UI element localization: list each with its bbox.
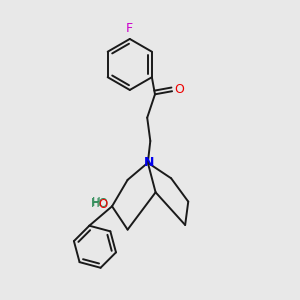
Text: H: H bbox=[92, 196, 100, 209]
Text: O: O bbox=[99, 198, 108, 211]
Text: N: N bbox=[144, 156, 154, 169]
Text: O: O bbox=[174, 83, 184, 96]
Text: HO: HO bbox=[91, 197, 109, 210]
Text: F: F bbox=[126, 22, 133, 34]
